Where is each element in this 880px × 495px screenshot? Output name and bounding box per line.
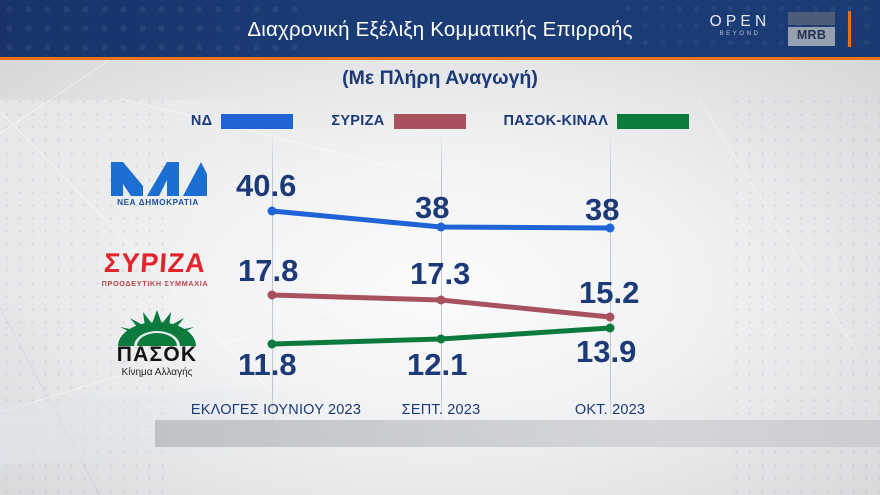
legend-label-syriza: ΣΥΡΙΖΑ	[331, 113, 385, 129]
pasok-rising-sun-icon	[118, 310, 196, 346]
page-title: Διαχρονική Εξέλιξη Κομματικής Επιρροής	[247, 18, 633, 41]
mrb-logo-text: MRB	[796, 28, 827, 42]
legend-label-pasok: ΠΑΣΟΚ-ΚΙΝΑΛ	[503, 113, 609, 129]
legend-item-syriza: ΣΥΡΙΖΑ	[331, 113, 466, 129]
data-label-pasok-1: 12.1	[407, 347, 468, 382]
series-point-syriza-0	[267, 290, 277, 300]
header-bar: Διαχρονική Εξέλιξη Κομματικής Επιρροής	[0, 0, 880, 60]
legend-swatch-pasok	[617, 113, 690, 129]
series-point-syriza-2	[605, 312, 615, 322]
x-axis-tick-2: ΟΚΤ. 2023	[574, 402, 646, 418]
header-dot-texture-right	[620, 0, 880, 57]
gridline-2	[441, 132, 442, 420]
series-point-pasok-2	[605, 323, 615, 333]
header-accent-bar	[848, 11, 851, 47]
open-logo-subtitle: BEYOND	[719, 31, 761, 37]
syriza-party-logo: ΣΥΡΙΖΑ ΠΡΟΟΔΕΥΤΙΚΗ ΣΥΜΜΑΧΙΑ	[89, 248, 221, 296]
series-point-nd-1	[436, 222, 446, 232]
nd-logo-subtitle: ΝΕΑ ΔΗΜΟΚΡΑΤΙΑ	[117, 198, 199, 207]
party-logo-column: ΝΕΑ ΔΗΜΟΚΡΑΤΙΑ ΣΥΡΙΖΑ ΠΡΟΟΔΕΥΤΙΚΗ ΣΥΜΜΑΧ…	[85, 156, 225, 390]
series-point-pasok-0	[267, 339, 277, 349]
chart-plot-area	[0, 95, 880, 420]
series-point-pasok-1	[436, 334, 446, 344]
mrb-logo-top-block	[788, 12, 835, 25]
series-point-nd-2	[605, 223, 615, 233]
data-label-nd-1: 38	[415, 190, 450, 225]
legend-label-nd: ΝΔ	[190, 113, 213, 129]
chart-series-lines	[267, 206, 615, 349]
open-beyond-logo: OPEN BEYOND	[703, 14, 777, 46]
data-label-pasok-0: 11.8	[238, 347, 297, 382]
chart-legend: ΝΔ ΣΥΡΙΖΑ ΠΑΣΟΚ-ΚΙΝΑΛ	[0, 110, 880, 132]
data-label-syriza-0: 17.8	[238, 253, 299, 288]
header-dot-texture-left	[0, 0, 300, 57]
syriza-logo-subtitle: ΠΡΟΟΔΕΥΤΙΚΗ ΣΥΜΜΑΧΙΑ	[101, 279, 209, 288]
series-point-nd-0	[267, 206, 277, 216]
open-logo-word: OPEN	[709, 13, 771, 30]
x-axis-tick-0: ΕΚΛΟΓΕΣ ΙΟΥΝΙΟΥ 2023	[190, 402, 362, 418]
legend-item-pasok: ΠΑΣΟΚ-ΚΙΝΑΛ	[504, 113, 690, 129]
x-axis-labels: ΕΚΛΟΓΕΣ ΙΟΥΝΙΟΥ 2023 ΣΕΠΤ. 2023 ΟΚΤ. 202…	[0, 402, 880, 426]
data-label-syriza-2: 15.2	[579, 275, 640, 310]
data-label-nd-0: 40.6	[236, 168, 297, 203]
data-label-syriza-1: 17.3	[410, 256, 471, 291]
mrb-logo: MRB	[788, 12, 835, 46]
page-subtitle: (Με Πλήρη Αναγωγή)	[342, 67, 538, 89]
pasok-sun-icon	[114, 310, 200, 346]
gridline-3	[610, 132, 611, 420]
legend-swatch-nd	[221, 113, 294, 129]
legend-swatch-syriza	[393, 113, 466, 129]
pasok-party-logo: ΠΑΣΟΚ Κίνημα Αλλαγής	[101, 310, 213, 388]
pasok-logo-subtitle: Κίνημα Αλλαγής	[121, 367, 193, 378]
data-label-nd-2: 38	[585, 192, 620, 227]
pasok-logo-wordmark: ΠΑΣΟΚ	[116, 343, 198, 366]
series-point-syriza-1	[436, 295, 446, 305]
gridline-1	[272, 132, 273, 420]
axis-band	[155, 420, 880, 447]
mrb-logo-bottom-block	[788, 27, 835, 46]
x-axis-tick-1: ΣΕΠΤ. 2023	[401, 402, 481, 418]
data-label-pasok-2: 13.9	[576, 334, 637, 369]
legend-item-nd: ΝΔ	[191, 113, 294, 129]
